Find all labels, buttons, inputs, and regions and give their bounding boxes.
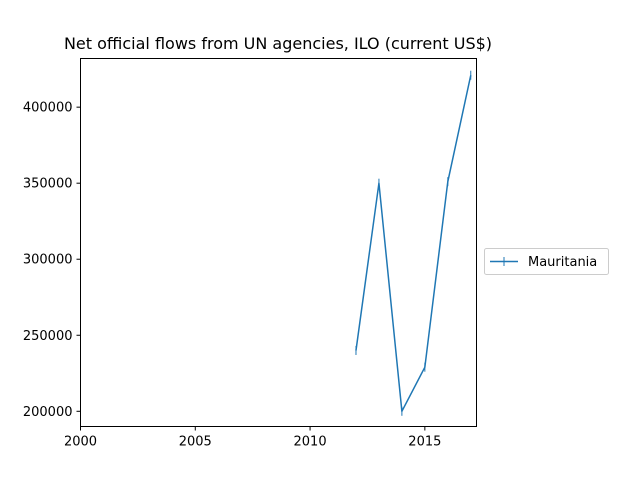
plot-area — [355, 70, 472, 416]
legend-label-mauritania: Mauritania — [528, 255, 597, 270]
y-tick-label: 200000 — [23, 405, 73, 420]
plot-frame — [80, 58, 477, 427]
x-axis: 2000 2005 2010 2015 — [64, 426, 441, 450]
legend[interactable]: Mauritania — [484, 248, 609, 275]
y-tick-label: 350000 — [23, 177, 73, 192]
chart-title: Net official flows from UN agencies, ILO… — [64, 34, 492, 53]
x-tick-label: 2010 — [294, 435, 327, 450]
x-tick-label: 2000 — [64, 435, 97, 450]
y-axis: 200000 250000 300000 350000 400000 — [23, 101, 81, 420]
x-tick-label: 2005 — [179, 435, 212, 450]
x-tick-label: 2015 — [408, 435, 441, 450]
y-tick-label: 300000 — [23, 253, 73, 268]
legend-box — [484, 248, 609, 275]
y-tick-label: 400000 — [23, 101, 73, 116]
y-tick-label: 250000 — [23, 329, 73, 344]
series-line-mauritania — [355, 75, 472, 413]
